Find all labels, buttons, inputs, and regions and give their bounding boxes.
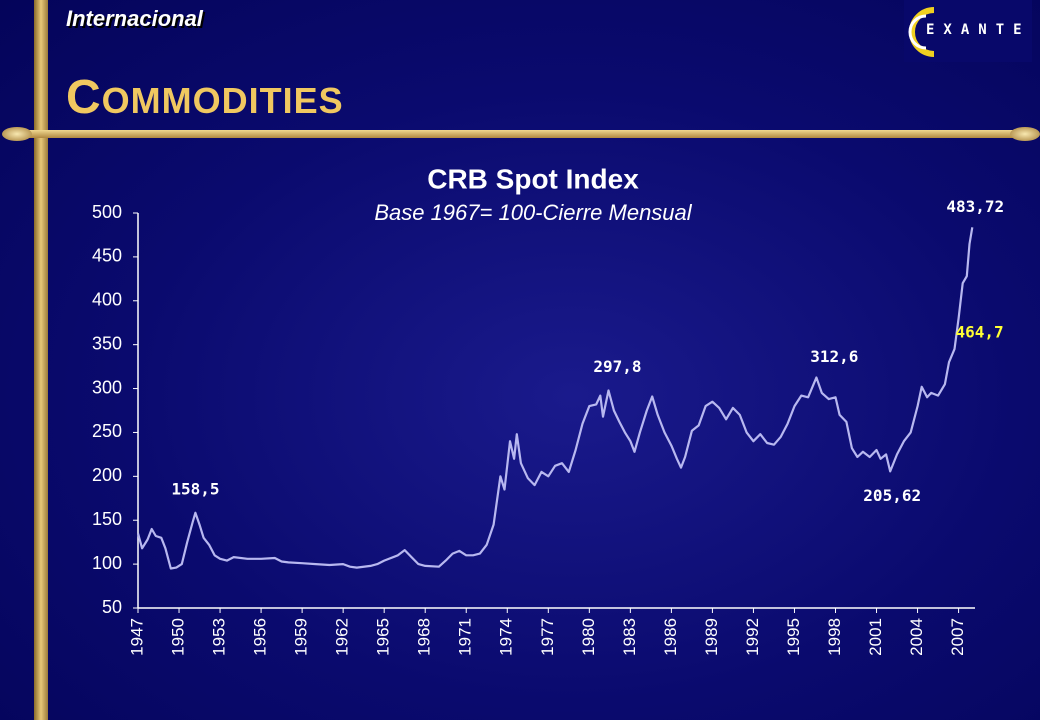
y-tick-label: 250: [92, 421, 122, 441]
y-tick-label: 200: [92, 465, 122, 485]
x-tick-label: 1971: [456, 618, 475, 656]
y-tick-label: 500: [92, 202, 122, 222]
annotation: 312,6: [810, 347, 858, 366]
logo-mark: [908, 7, 935, 57]
slide-title: COMMODITIES: [66, 71, 344, 124]
chart-title: CRB Spot Index: [427, 163, 639, 194]
annotation: 158,5: [171, 479, 219, 498]
y-tick-label: 450: [92, 246, 122, 266]
x-tick-label: 2004: [907, 618, 926, 656]
x-tick-label: 1962: [333, 618, 352, 656]
y-tick-label: 350: [92, 333, 122, 353]
x-tick-label: 1998: [825, 618, 844, 656]
x-tick-label: 1947: [127, 618, 146, 656]
x-tick-label: 1995: [784, 618, 803, 656]
x-tick-label: 1980: [579, 618, 598, 656]
gold-bar: [34, 0, 48, 720]
y-tick-label: 150: [92, 509, 122, 529]
annotation: 205,62: [863, 486, 921, 505]
annotation: 297,8: [593, 357, 641, 376]
x-tick-label: 2007: [948, 618, 967, 656]
annotation: 483,72: [946, 197, 1004, 216]
x-tick-label: 1953: [210, 618, 229, 656]
x-tick-label: 1956: [251, 618, 270, 656]
rule-end: [2, 127, 32, 141]
section-label: Internacional: [66, 6, 203, 31]
gold-rule: [10, 130, 1030, 138]
y-tick-label: 300: [92, 377, 122, 397]
x-tick-label: 1989: [702, 618, 721, 656]
x-tick-label: 1950: [169, 618, 188, 656]
y-tick-label: 50: [102, 597, 122, 617]
x-tick-label: 1977: [538, 618, 557, 656]
y-tick-label: 400: [92, 290, 122, 310]
x-tick-label: 1986: [661, 618, 680, 656]
x-tick-label: 1968: [415, 618, 434, 656]
annotation: 464,7: [955, 322, 1003, 341]
x-tick-label: 1974: [497, 618, 516, 656]
x-tick-label: 1965: [374, 618, 393, 656]
logo-text: EXANTE: [926, 22, 1031, 38]
x-tick-label: 2001: [866, 618, 885, 656]
x-tick-label: 1992: [743, 618, 762, 656]
x-tick-label: 1983: [620, 618, 639, 656]
logo: EXANTE: [904, 0, 1032, 62]
chart-subtitle: Base 1967= 100-Cierre Mensual: [374, 200, 692, 225]
data-line: [136, 227, 974, 570]
rule-end: [1010, 127, 1040, 141]
y-tick-label: 100: [92, 553, 122, 573]
x-tick-label: 1959: [292, 618, 311, 656]
